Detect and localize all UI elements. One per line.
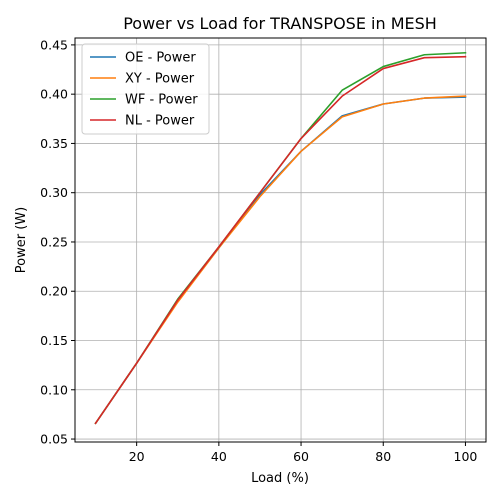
y-tick-label: 0.40 [40,87,68,102]
legend-label-4: NL - Power [125,114,195,129]
x-tick-label: 100 [454,449,478,464]
y-tick-label: 0.45 [40,37,68,52]
series-lines [94,51,467,425]
y-tick-label: 0.20 [40,284,68,299]
y-tick-label: 0.35 [40,136,68,151]
x-axis-label: Load (%) [251,471,309,486]
x-tick-label: 40 [211,449,227,464]
series-line-1 [94,96,467,425]
y-tick-label: 0.15 [40,333,68,348]
y-axis-ticks: 0.05 0.10 0.15 0.20 0.25 0.30 0.35 0.40 0.45 [40,37,75,447]
legend-label-3: WF - Power [125,93,198,108]
series-line-4 [94,55,467,425]
y-tick-label: 0.25 [40,234,68,249]
y-tick-label: 0.10 [40,382,68,397]
x-tick-label: 80 [375,449,391,464]
chart-title: Power vs Load for TRANSPOSE in MESH [123,14,437,33]
grid-lines [75,38,486,442]
series-line-2 [94,95,467,425]
legend-label-2: XY - Power [125,72,195,87]
y-tick-label: 0.05 [40,432,68,447]
x-axis-ticks: 20 40 60 80 100 [129,442,478,464]
x-tick-label: 20 [129,449,145,464]
legend-label-1: OE - Power [125,51,196,66]
plot-frame [74,37,487,443]
legend-box [81,43,210,135]
y-axis-label: Power (W) [14,207,29,273]
x-tick-label: 60 [293,449,309,464]
y-tick-label: 0.30 [40,185,68,200]
legend: OE - Power XY - Power WF - Power NL - Power [81,43,210,135]
